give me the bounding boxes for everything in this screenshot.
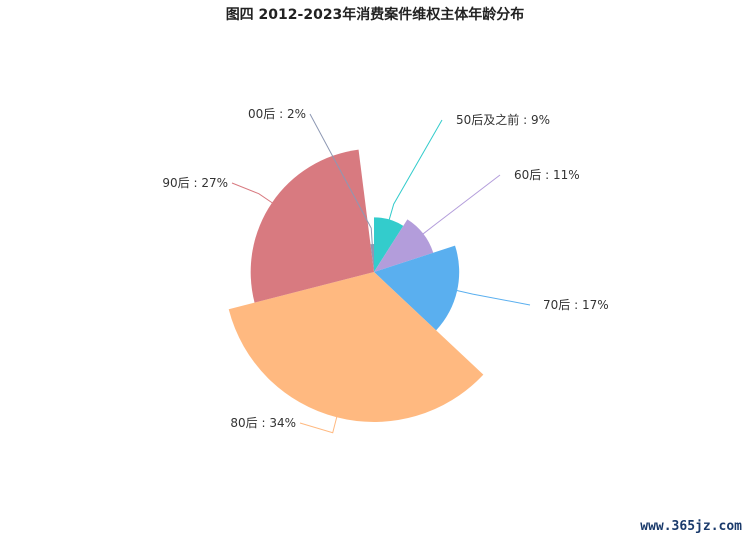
rose-slice-3[interactable] [374,245,460,331]
chart-title: 图四 2012-2023年消费案件维权主体年龄分布 [225,7,525,23]
rose-slice-1[interactable] [374,217,404,272]
leader-line-3 [454,289,531,306]
slice-label-6: 00后 : 2% [248,107,306,121]
slice-label-3: 70后 : 17% [543,298,609,312]
leader-line-2 [421,174,501,236]
rose-slice-2[interactable] [374,219,434,272]
rose-slice-5[interactable] [250,149,374,303]
leader-line-5 [231,182,276,206]
leader-line-4 [299,412,339,434]
leader-line-6 [309,113,373,245]
rose-slice-6[interactable] [370,244,374,272]
watermark: www.365jz.com [640,519,742,534]
leader-line-1 [388,119,443,222]
slice-label-2: 60后 : 11% [514,168,580,182]
rose-slice-4[interactable] [228,272,484,423]
slice-label-5: 90后 : 27% [162,176,228,190]
slice-label-1: 50后及之前 : 9% [456,112,550,127]
slice-label-4: 80后 : 34% [230,416,296,430]
